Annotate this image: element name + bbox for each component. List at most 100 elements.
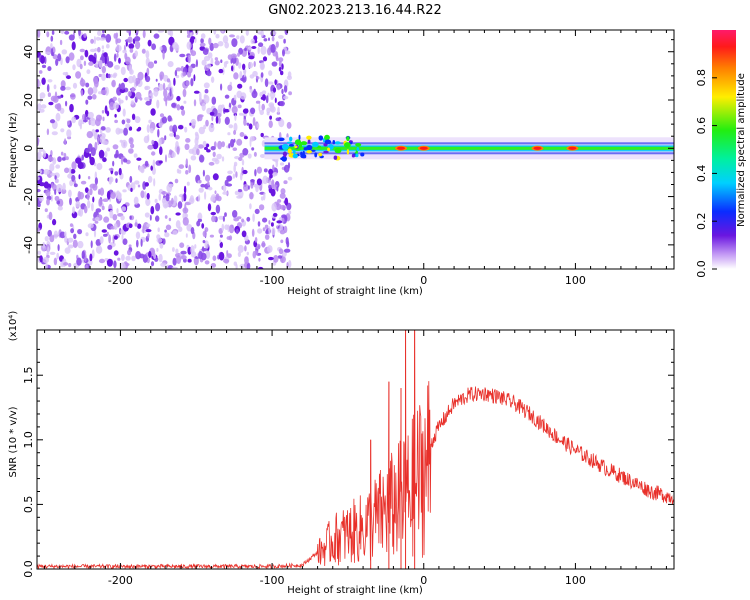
noise-blob — [275, 160, 279, 168]
noise-blob — [124, 52, 128, 60]
noise-blob — [282, 49, 285, 57]
noise-blob — [102, 116, 105, 122]
noise-blob — [37, 169, 43, 175]
noise-blob — [70, 169, 76, 174]
noise-blob — [283, 95, 289, 100]
signal-blob — [350, 141, 353, 145]
noise-blob — [166, 78, 171, 83]
noise-blob — [227, 84, 233, 92]
noise-blob — [190, 50, 197, 57]
noise-blob — [288, 91, 292, 96]
noise-blob — [185, 158, 188, 167]
noise-blob — [102, 157, 107, 163]
noise-blob — [164, 229, 167, 233]
noise-blob — [54, 189, 57, 195]
noise-blob — [137, 184, 141, 188]
noise-blob — [257, 46, 260, 55]
noise-blob — [46, 84, 50, 93]
noise-blob — [136, 157, 142, 161]
noise-blob — [48, 101, 54, 106]
noise-blob — [165, 97, 173, 101]
noise-blob — [79, 78, 86, 87]
noise-blob — [186, 41, 192, 50]
noise-blob — [56, 103, 62, 112]
noise-blob — [70, 93, 76, 100]
noise-blob — [275, 117, 281, 122]
noise-blob — [244, 256, 249, 265]
noise-blob — [271, 36, 275, 42]
noise-blob — [87, 200, 91, 209]
signal-blob — [303, 147, 308, 151]
noise-blob — [237, 189, 243, 193]
noise-blob — [49, 119, 56, 124]
noise-blob — [286, 121, 292, 129]
noise-blob — [245, 30, 249, 36]
noise-blob — [156, 237, 163, 243]
spec-y-tick-label: 20 — [22, 93, 35, 107]
noise-blob — [204, 260, 210, 265]
noise-blob — [49, 251, 56, 255]
noise-blob — [48, 211, 53, 221]
noise-blob — [205, 119, 209, 127]
noise-blob — [65, 100, 68, 107]
noise-blob — [281, 88, 284, 95]
noise-blob — [271, 31, 277, 35]
noise-blob — [222, 184, 227, 193]
snr-ticks: -200 -100 0 100 0.0 0.5 1.0 1.5 — [22, 330, 674, 587]
noise-blob — [207, 203, 212, 212]
noise-blob — [270, 222, 274, 227]
noise-blob — [250, 38, 255, 44]
noise-blob — [268, 37, 270, 41]
noise-blob — [242, 112, 247, 118]
noise-blob — [201, 248, 208, 252]
noise-blob — [174, 69, 178, 77]
noise-blob — [261, 241, 266, 248]
noise-blob — [242, 169, 248, 175]
noise-blob — [269, 91, 276, 99]
noise-blob — [181, 194, 184, 203]
noise-blob — [47, 79, 53, 83]
noise-blob — [173, 77, 176, 86]
noise-blob — [129, 215, 132, 220]
noise-blob — [129, 175, 133, 183]
noise-blob — [142, 30, 146, 39]
noise-blob — [158, 253, 163, 263]
noise-blob — [258, 42, 264, 47]
noise-blob — [125, 40, 128, 47]
noise-blob — [242, 148, 249, 156]
noise-blob — [77, 161, 84, 170]
noise-blob — [183, 185, 187, 194]
noise-blob — [278, 118, 285, 128]
noise-blob — [279, 229, 286, 235]
noise-blob — [46, 128, 50, 136]
signal-band-core — [264, 146, 674, 150]
noise-blob — [95, 118, 101, 127]
noise-blob — [265, 95, 269, 104]
noise-blob — [118, 167, 122, 176]
noise-blob — [113, 53, 117, 62]
noise-blob — [239, 112, 244, 116]
noise-blob — [209, 111, 215, 116]
noise-blob — [127, 91, 132, 97]
noise-blob — [245, 108, 249, 113]
noise-blob — [49, 163, 55, 172]
noise-blob — [73, 183, 78, 188]
noise-blob — [77, 240, 84, 249]
noise-blob — [207, 52, 213, 59]
noise-blob — [272, 172, 278, 177]
noise-blob — [54, 175, 57, 180]
noise-blob — [276, 186, 279, 192]
noise-blob — [95, 208, 102, 213]
noise-blob — [134, 222, 138, 227]
noise-blob — [168, 149, 173, 156]
noise-blob — [120, 156, 124, 165]
noise-blob — [279, 192, 286, 199]
noise-blob — [161, 116, 168, 124]
noise-blob — [195, 133, 200, 141]
colorbar-tick-label: 0.0 — [695, 260, 708, 278]
noise-blob — [276, 84, 281, 91]
noise-blob — [198, 179, 202, 184]
noise-blob — [204, 146, 208, 151]
noise-blob — [211, 157, 218, 162]
noise-blob — [178, 125, 184, 130]
